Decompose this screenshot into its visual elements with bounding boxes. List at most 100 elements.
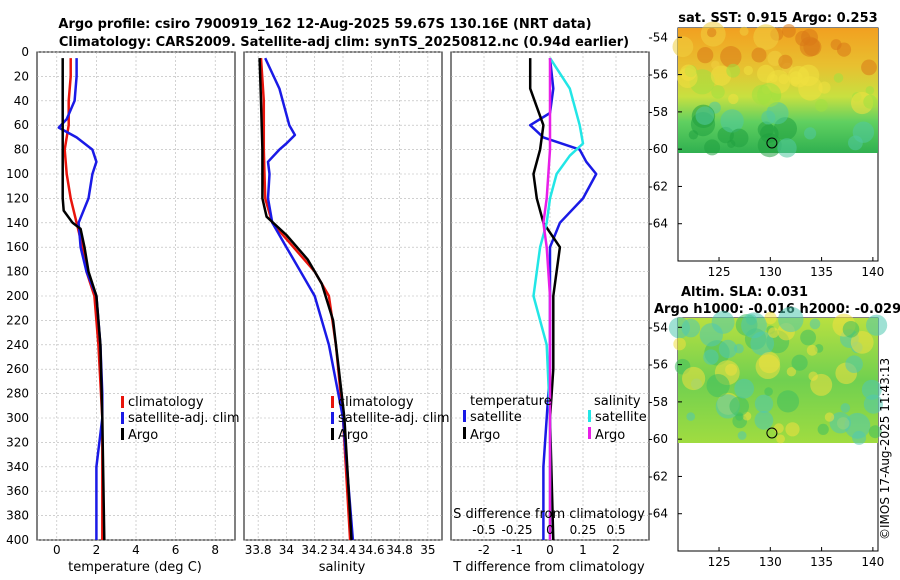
y-tick-label: 240 (6, 338, 29, 352)
map-x-tick-label: 135 (810, 555, 833, 569)
temperature-legend: climatology satellite-adj. clim Argo (121, 395, 240, 443)
legend-label-satellite: satellite-adj. clim (128, 411, 240, 426)
sst-argo-marker (766, 137, 778, 149)
field-texture (773, 423, 784, 434)
y-tick-label: 360 (6, 484, 29, 498)
field-texture (703, 349, 719, 365)
series-line-climatology (63, 58, 104, 540)
map-x-tick-label: 125 (708, 265, 731, 279)
field-texture (695, 106, 715, 125)
y-tick-label: 100 (6, 167, 29, 181)
legend-swatch-satellite (121, 412, 124, 424)
map-x-tick-label: 140 (861, 555, 884, 569)
map-x-tick-label: 125 (708, 555, 731, 569)
field-texture (682, 366, 706, 391)
field-texture (764, 387, 773, 396)
x-tick-label: -2 (478, 543, 490, 557)
field-texture (850, 331, 874, 354)
legend-swatch-climatology (121, 396, 124, 408)
x-tick-label: 34.8 (386, 543, 413, 557)
field-texture (818, 81, 831, 94)
field-texture (829, 412, 851, 434)
y-tick-label: 0 (21, 45, 29, 59)
series-line-s-satellite (532, 57, 585, 540)
field-texture (673, 337, 686, 351)
legend-label-argo: Argo (338, 428, 368, 443)
field-texture (764, 311, 777, 325)
y-tick-label: 380 (6, 509, 29, 523)
field-texture (861, 59, 877, 76)
map-y-tick-label: -58 (648, 395, 668, 409)
x-tick-label: -1 (511, 543, 523, 557)
x-tick-label: 0 (53, 543, 61, 557)
temperature-xlabel: temperature (deg C) (68, 560, 202, 575)
sst-map: sat. SST: 0.915 Argo: 0.253 -54 -56 -58 -60… (648, 11, 884, 279)
map-x-tick-label: 140 (861, 265, 884, 279)
field-texture (753, 24, 779, 50)
y-tick-label: 160 (6, 240, 29, 254)
field-texture (791, 354, 808, 371)
field-texture (786, 367, 797, 377)
field-texture (697, 47, 714, 64)
field-texture (848, 135, 863, 151)
salinity-xlabel: salinity (319, 560, 366, 575)
legend-swatch-s-argo (588, 427, 591, 439)
field-texture (824, 412, 835, 422)
legend-swatch-argo (331, 428, 334, 440)
field-texture (711, 60, 720, 70)
field-texture (718, 339, 738, 359)
field-texture (799, 36, 820, 57)
map-y-tick-label: -62 (648, 469, 668, 483)
field-texture (790, 76, 800, 87)
map-y-tick-label: -58 (648, 105, 668, 119)
field-texture (845, 355, 863, 374)
field-texture (737, 431, 747, 440)
x2-tick-label: 0 (546, 523, 554, 537)
field-texture (842, 321, 860, 338)
field-texture (720, 46, 742, 68)
map-y-tick-label: -54 (648, 320, 668, 334)
y-tick-label: 60 (14, 118, 29, 132)
field-texture (728, 93, 739, 105)
field-texture (776, 390, 800, 413)
y-tick-label: 200 (6, 289, 29, 303)
field-texture (757, 82, 782, 108)
y-tick-label: 120 (6, 191, 29, 205)
sla-map-title-line1: Altim. SLA: 0.031 (681, 285, 808, 300)
field-texture (852, 430, 867, 445)
map-y-tick-label: -64 (648, 217, 668, 231)
figure-title-line1: Argo profile: csiro 7900919_162 12-Aug-2… (58, 17, 591, 32)
map-x-tick-label: 135 (810, 265, 833, 279)
x2-tick-label: -0.25 (501, 523, 532, 537)
x-tick-label: 34.2 (301, 543, 328, 557)
sla-map: Altim. SLA: 0.031 Argo h1000: -0.016 h20… (648, 285, 900, 569)
legend-title-salinity: salinity (594, 394, 641, 409)
x2-tick-label: 0.5 (606, 523, 625, 537)
x-tick-label: 1 (579, 543, 587, 557)
field-texture (751, 47, 767, 63)
field-texture (777, 138, 797, 158)
series-line-argo (258, 58, 353, 541)
x2-tick-label: -0.5 (472, 523, 495, 537)
legend-label-s-argo: Argo (595, 428, 625, 443)
legend-title-temperature: temperature (470, 394, 552, 409)
field-texture (778, 306, 804, 333)
legend-swatch-t-satellite (463, 410, 466, 422)
x-tick-label: 6 (172, 543, 180, 557)
field-texture (672, 36, 694, 58)
field-texture (729, 396, 749, 417)
field-texture (817, 423, 829, 435)
x-tick-label: 8 (211, 543, 219, 557)
field-texture (758, 352, 781, 374)
map-y-tick-label: -60 (648, 432, 668, 446)
field-texture (865, 86, 875, 95)
field-texture (707, 27, 717, 38)
field-texture (734, 343, 744, 354)
y-tick-label: 80 (14, 143, 29, 157)
field-texture (806, 344, 818, 356)
y-tick-label: 20 (14, 69, 29, 83)
field-texture (754, 394, 774, 413)
field-texture (686, 412, 695, 421)
y-tick-label: 40 (14, 94, 29, 108)
field-texture (726, 63, 741, 78)
